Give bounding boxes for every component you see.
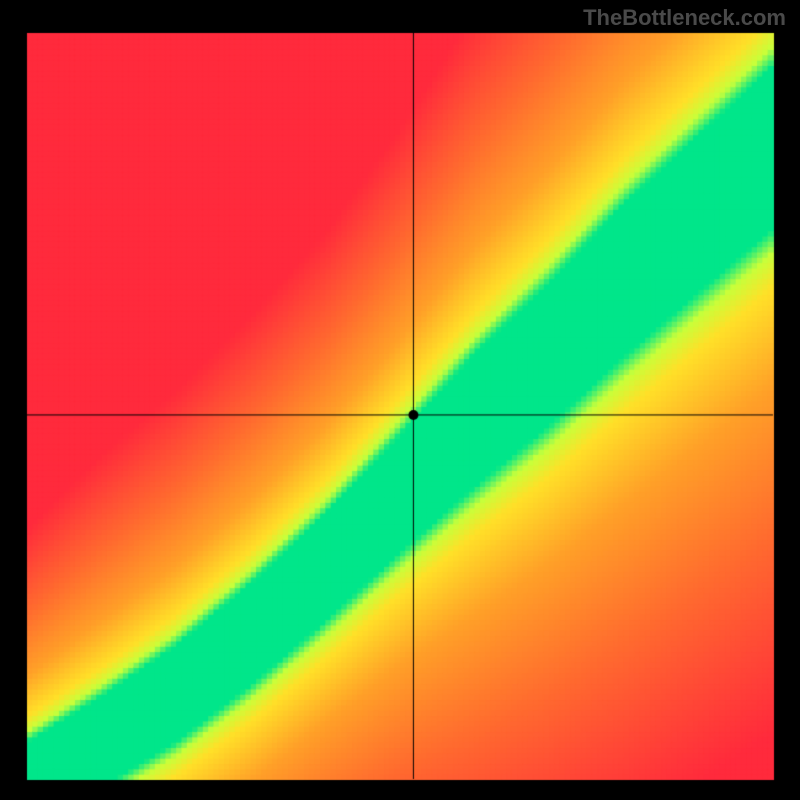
watermark-text: TheBottleneck.com [583,5,786,31]
bottleneck-heatmap [0,0,800,800]
chart-container: TheBottleneck.com [0,0,800,800]
